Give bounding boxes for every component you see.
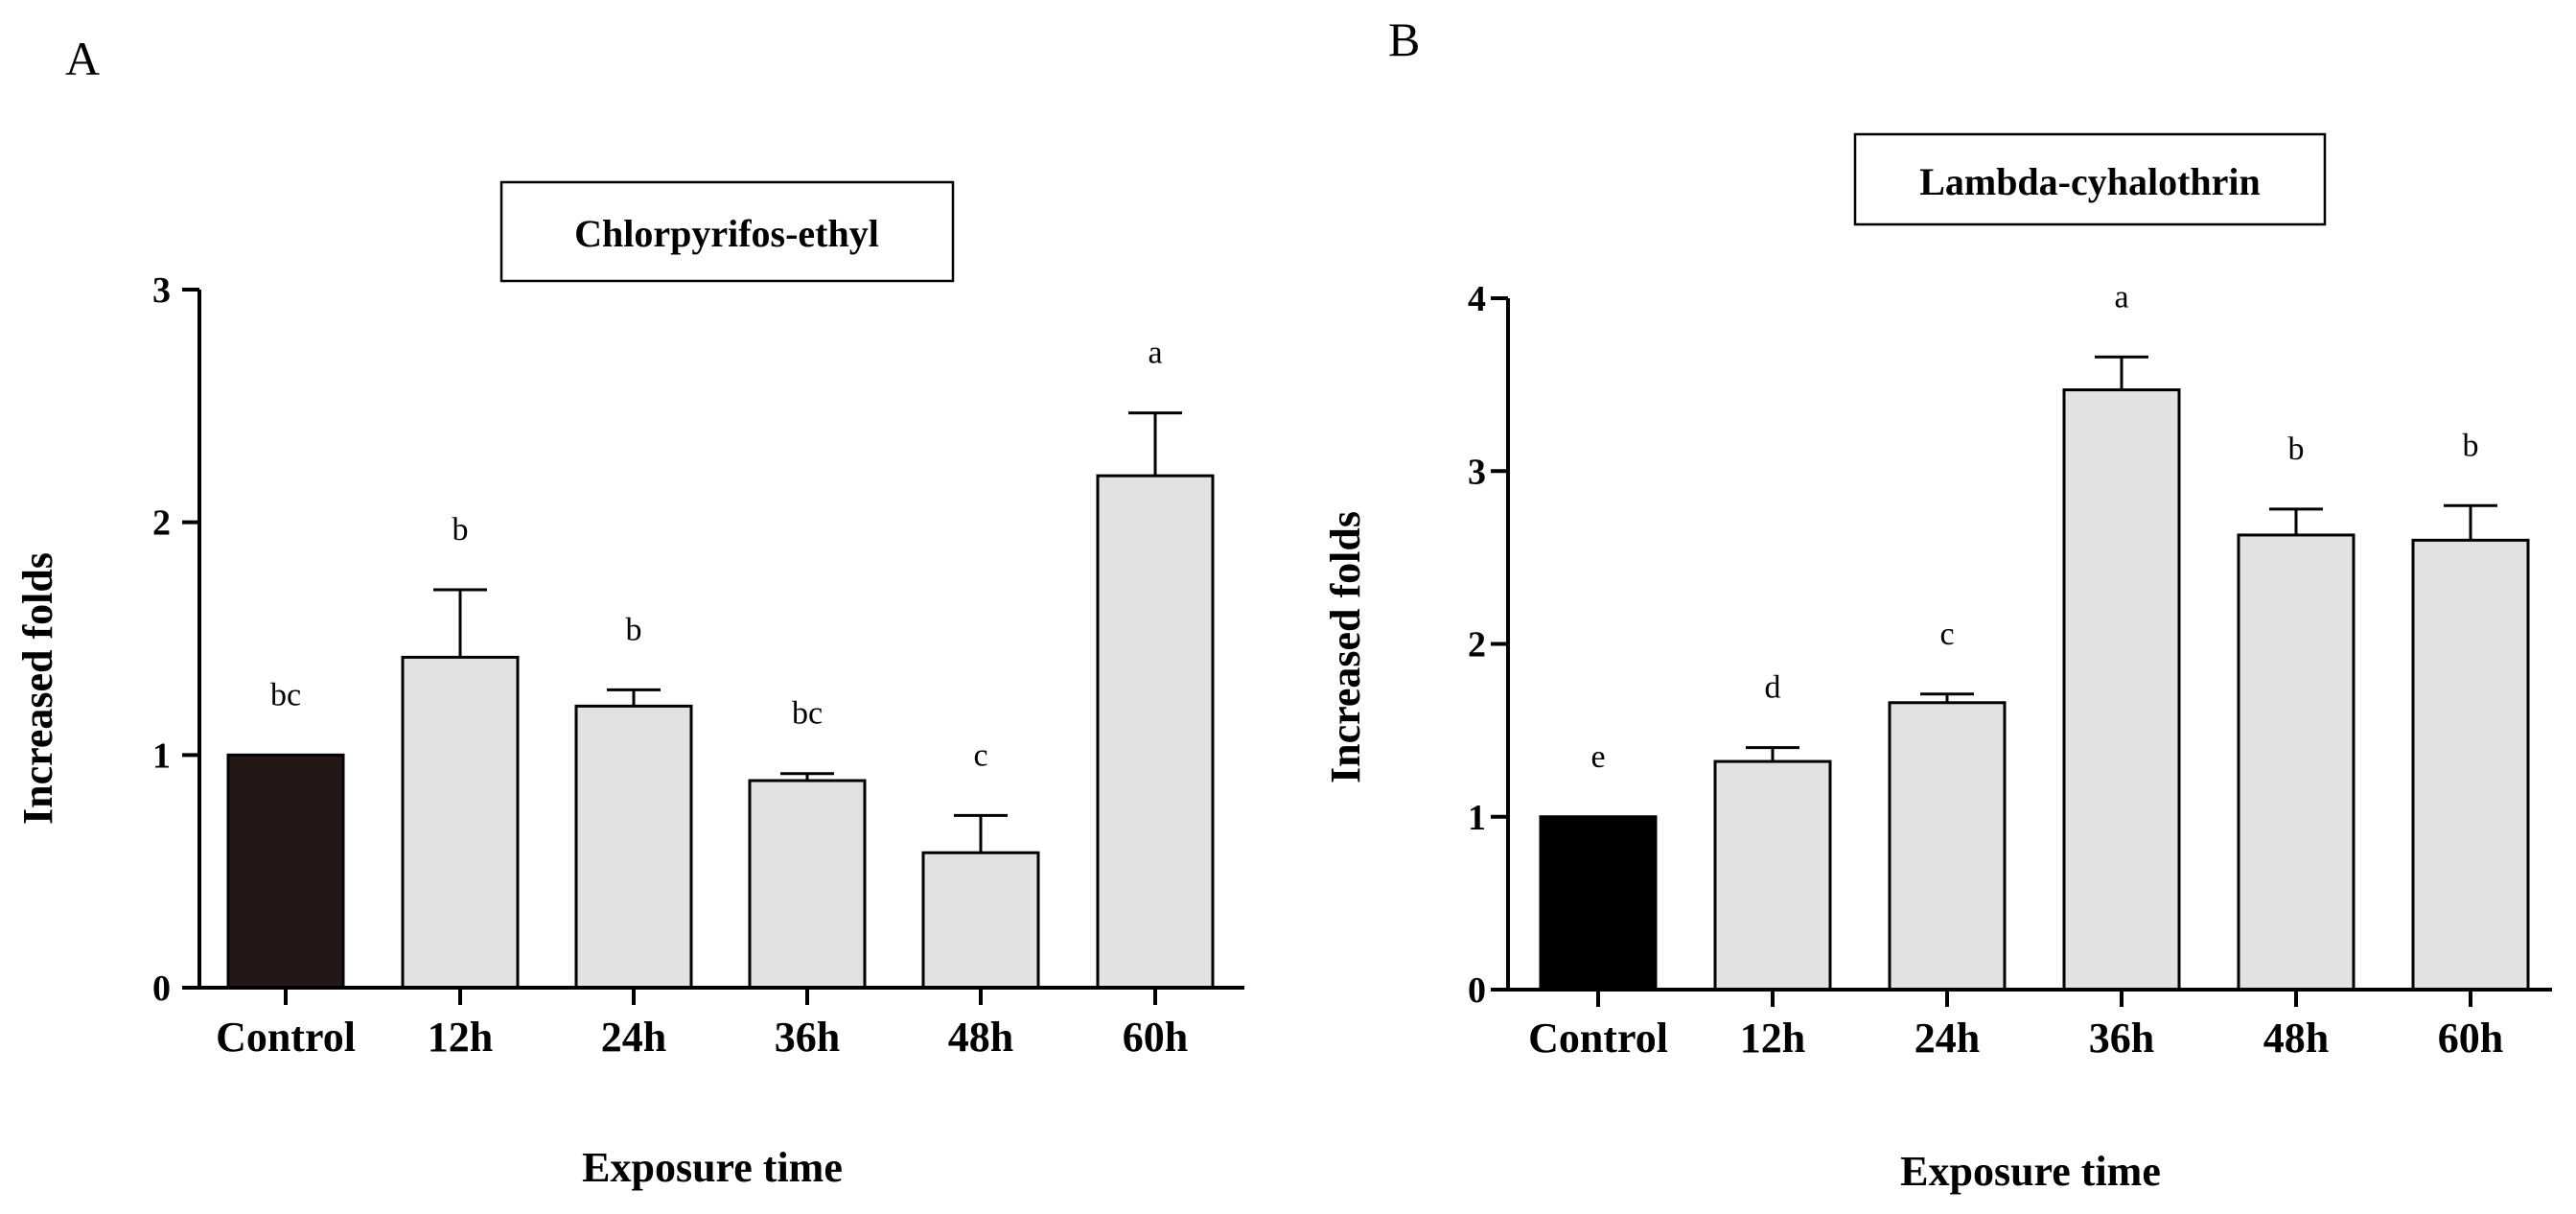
x-tick-label-b-5: 60h bbox=[2438, 1015, 2503, 1062]
x-tick-label-a-2: 24h bbox=[601, 1014, 666, 1061]
panel-label-a: A bbox=[65, 32, 100, 85]
bar-a-1 bbox=[401, 655, 520, 990]
y-tick-label-a: 2 bbox=[152, 503, 171, 544]
y-axis-label-b: Increased folds bbox=[1322, 511, 1369, 783]
significance-label-a-5: a bbox=[1148, 336, 1162, 371]
x-ticks-b: Control 12h 24h 36h 48h 60h bbox=[1528, 990, 2503, 1062]
significance-label-b-1: d bbox=[1765, 670, 1781, 706]
y-tick-label-a: 3 bbox=[152, 270, 171, 311]
bar-a-0 bbox=[226, 753, 345, 990]
bar-b-1 bbox=[1713, 759, 1832, 992]
x-tick-label-a-0: Control bbox=[216, 1014, 356, 1061]
x-ticks-a: Control 12h 24h 36h 48h 60h bbox=[216, 988, 1188, 1061]
significance-label-a-2: b bbox=[626, 612, 642, 647]
x-tick-label-a-1: 12h bbox=[428, 1014, 493, 1061]
bar-a-5 bbox=[1096, 474, 1215, 990]
x-tick-label-b-3: 36h bbox=[2089, 1015, 2154, 1062]
significance-label-b-0: e bbox=[1590, 739, 1605, 775]
y-axis-label-a: Increased folds bbox=[14, 552, 61, 825]
panel-b: B Lambda-cyhalothrin Increased folds Exp… bbox=[1322, 12, 2552, 1195]
x-tick-label-b-2: 24h bbox=[1915, 1015, 1980, 1062]
panel-label-b: B bbox=[1388, 12, 1420, 66]
y-tick-label-b: 4 bbox=[1468, 279, 1486, 319]
significance-label-a-1: b bbox=[453, 512, 469, 548]
significance-label-a-0: bc bbox=[270, 677, 301, 712]
chart-title-b: Lambda-cyhalothrin bbox=[1919, 160, 2261, 203]
x-axis-label-a: Exposure time bbox=[582, 1144, 843, 1191]
significance-label-b-5: b bbox=[2463, 428, 2479, 463]
bar-b-2 bbox=[1888, 701, 2007, 992]
significance-label-a-3: bc bbox=[792, 696, 823, 732]
x-tick-label-a-5: 60h bbox=[1123, 1014, 1188, 1061]
chart-title-a: Chlorpyrifos-ethyl bbox=[574, 212, 879, 255]
panel-a: A Chlorpyrifos-ethyl Increased folds Exp… bbox=[14, 32, 1244, 1191]
bar-b-4 bbox=[2237, 533, 2356, 992]
y-tick-label-b: 0 bbox=[1468, 970, 1486, 1011]
bars-b: e d c a b b bbox=[1539, 279, 2530, 992]
y-ticks-b: 0 1 2 3 4 bbox=[1468, 279, 1508, 1011]
bars-a: bc b b bc c a bbox=[226, 336, 1215, 990]
bar-a-4 bbox=[921, 851, 1040, 990]
x-tick-label-b-0: Control bbox=[1528, 1015, 1668, 1062]
bar-b-3 bbox=[2062, 388, 2181, 992]
y-tick-label-a: 0 bbox=[152, 969, 171, 1009]
bar-b-5 bbox=[2411, 538, 2530, 992]
x-tick-label-a-4: 48h bbox=[948, 1014, 1013, 1061]
title-box-a bbox=[499, 180, 955, 283]
x-tick-label-b-4: 48h bbox=[2263, 1015, 2329, 1062]
bar-a-2 bbox=[574, 704, 693, 990]
significance-label-a-4: c bbox=[973, 737, 987, 773]
x-tick-label-b-1: 12h bbox=[1740, 1015, 1805, 1062]
significance-label-b-4: b bbox=[2288, 432, 2305, 467]
bar-b-0 bbox=[1539, 815, 1658, 992]
y-tick-label-a: 1 bbox=[152, 735, 171, 776]
significance-label-b-3: a bbox=[2114, 279, 2128, 315]
y-tick-label-b: 1 bbox=[1468, 798, 1486, 838]
significance-label-b-2: c bbox=[1939, 617, 1954, 652]
title-box-b bbox=[1853, 132, 2327, 226]
y-tick-label-b: 2 bbox=[1468, 625, 1486, 665]
bar-a-3 bbox=[748, 779, 867, 990]
y-tick-label-b: 3 bbox=[1468, 452, 1486, 492]
x-axis-label-b: Exposure time bbox=[1900, 1148, 2161, 1195]
y-ticks-a: 0 1 2 3 bbox=[152, 270, 199, 1009]
x-tick-label-a-3: 36h bbox=[775, 1014, 840, 1061]
